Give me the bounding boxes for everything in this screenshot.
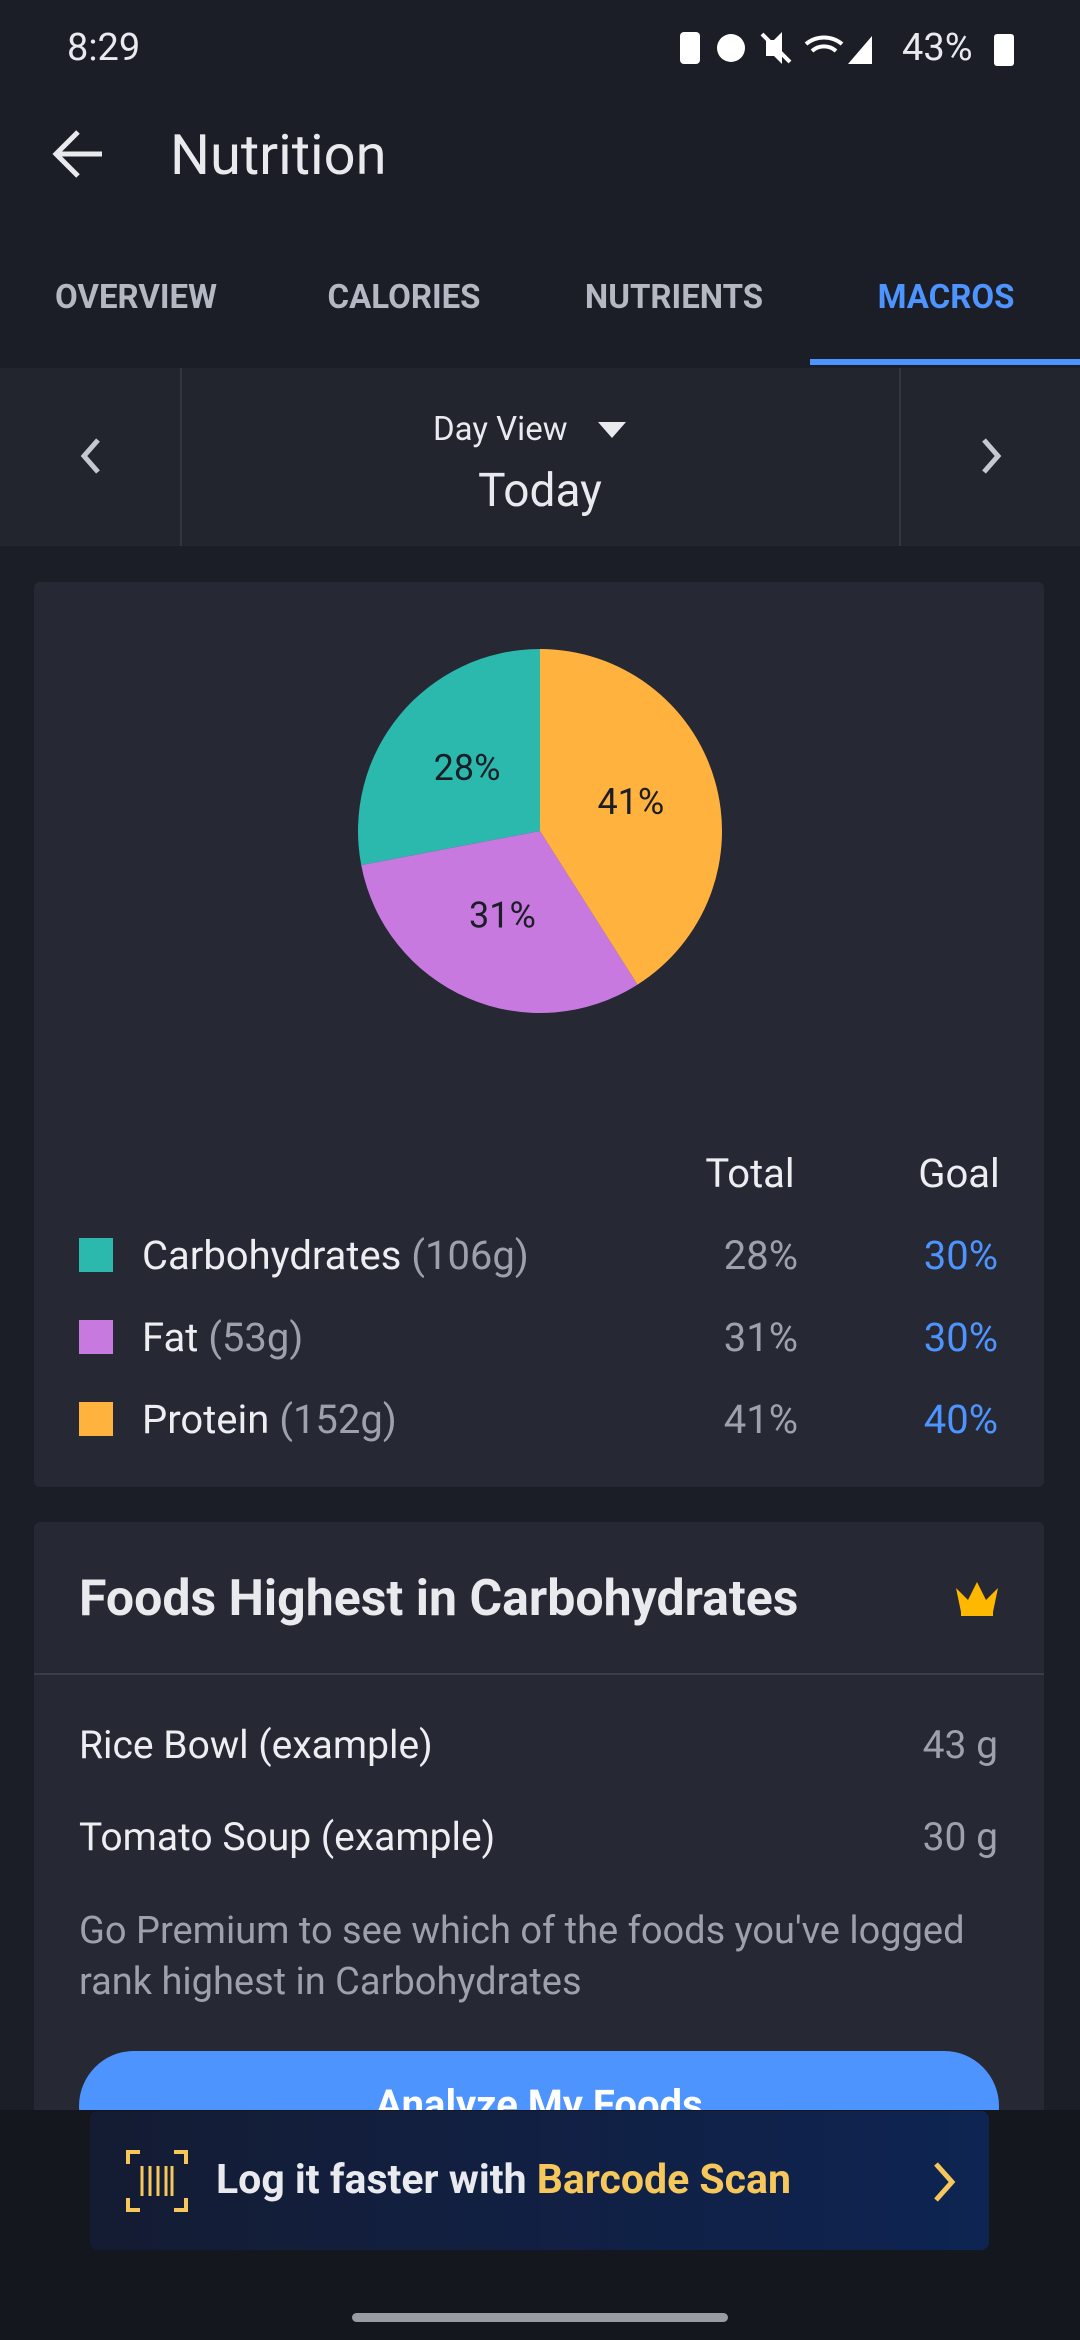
banner-text: Log it faster with Barcode Scan <box>216 2156 791 2204</box>
date-nav <box>0 368 1080 546</box>
back-button[interactable] <box>50 126 110 182</box>
macro-amount: (106g) <box>411 1232 529 1279</box>
macro-amount: (152g) <box>279 1396 397 1443</box>
barcode-banner[interactable] <box>90 2111 989 2250</box>
macro-goal: 30% <box>923 1232 998 1279</box>
macro-pie: 28% 31% 41% <box>358 649 723 1013</box>
food-amount: 43 g <box>922 1722 998 1768</box>
premium-note: Go Premium to see which of the foods you… <box>79 1909 965 2004</box>
legend-swatch <box>79 1320 113 1354</box>
view-selector[interactable]: Day View <box>433 410 568 449</box>
macro-total: 31% <box>723 1314 798 1361</box>
pie-label: 28% <box>434 747 501 789</box>
foods-section: Foods Highest in Carbohydrates Rice Bowl… <box>0 1522 1080 2110</box>
macro-label: Carbohydrates (106g) <box>142 1232 529 1279</box>
column-header: Total <box>705 1150 795 1197</box>
battery-icon <box>994 34 1014 66</box>
pie-slice <box>361 831 638 1013</box>
barcode-icon <box>126 2150 188 2212</box>
food-name: Rice Bowl (example) <box>79 1722 433 1768</box>
banner-highlight: Barcode Scan <box>536 2156 791 2204</box>
next-day[interactable] <box>976 436 1006 476</box>
tab-indicator <box>810 359 1080 365</box>
banner-chevron[interactable] <box>930 2160 960 2204</box>
macro-goal: 40% <box>923 1396 998 1443</box>
legend-swatch <box>79 1238 113 1272</box>
macro-label: Protein (152g) <box>142 1396 397 1443</box>
macro-amount: (53g) <box>208 1314 304 1361</box>
macro-name: Fat <box>142 1314 199 1361</box>
pie-label: 31% <box>469 894 536 936</box>
macro-total: 41% <box>723 1396 798 1443</box>
banner-lead: Log it faster with <box>216 2156 527 2204</box>
foods-title: Foods Highest in Carbohydrates <box>79 1570 799 1628</box>
tab[interactable]: NUTRIENTS <box>584 278 764 317</box>
premium-crown <box>956 1582 998 1616</box>
foods-card: Foods Highest in Carbohydrates Rice Bowl… <box>34 1522 1044 2110</box>
tab[interactable]: OVERVIEW <box>54 278 218 317</box>
status-time: 8:29 <box>67 26 141 70</box>
dropdown-arrow[interactable] <box>598 422 628 440</box>
pie-slice <box>358 649 540 866</box>
macro-name: Protein <box>142 1396 270 1443</box>
analyze-button[interactable]: Analyze My Foods <box>79 2051 999 2110</box>
food-name: Tomato Soup (example) <box>79 1814 496 1860</box>
column-header: Goal <box>918 1150 1000 1197</box>
battery-level: 43% <box>902 26 973 70</box>
page-title: Nutrition <box>170 122 387 188</box>
macro-label: Fat (53g) <box>142 1314 303 1361</box>
date-label: Today <box>478 464 602 518</box>
tab[interactable]: MACROS <box>877 278 1015 317</box>
legend-swatch <box>79 1402 113 1436</box>
pie-slice <box>540 649 723 985</box>
tab[interactable]: CALORIES <box>327 278 481 317</box>
pie-label: 41% <box>597 781 664 823</box>
home-indicator <box>352 2313 728 2322</box>
food-amount: 30 g <box>922 1814 998 1860</box>
macro-name: Carbohydrates <box>142 1232 402 1279</box>
macro-goal: 30% <box>923 1314 998 1361</box>
prev-day[interactable] <box>76 436 106 476</box>
macro-total: 28% <box>723 1232 798 1279</box>
status-icons <box>680 32 872 64</box>
